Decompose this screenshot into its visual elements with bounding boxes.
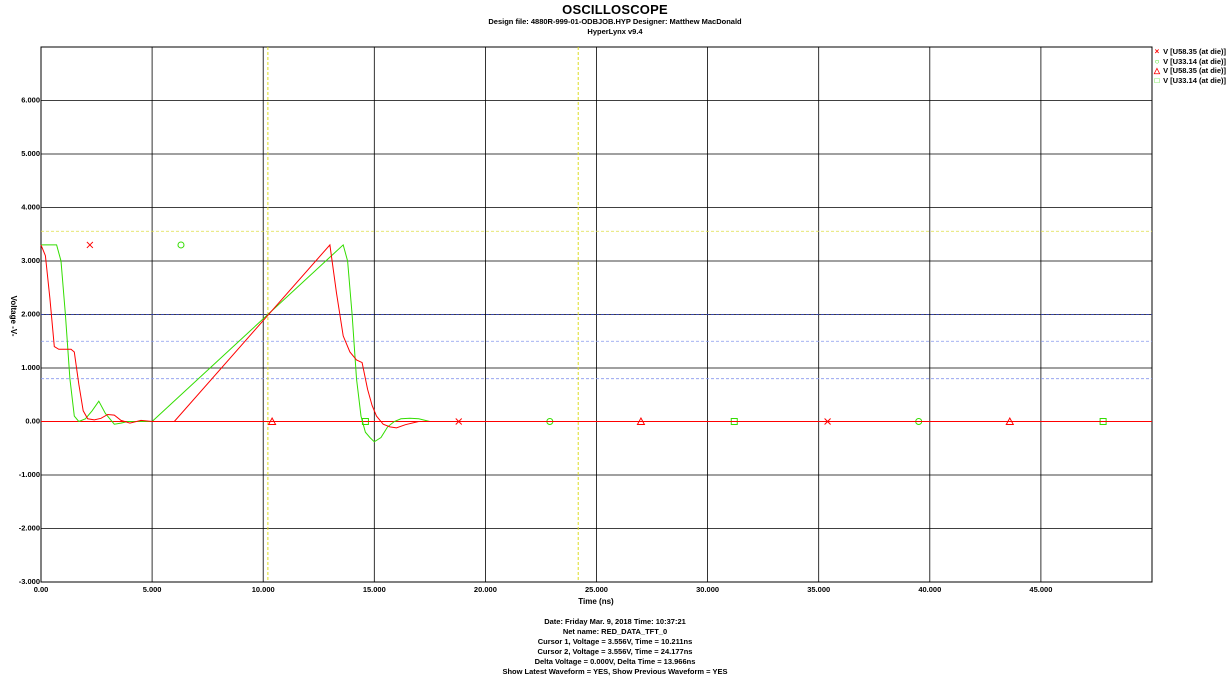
y-tick-label: 4.000 xyxy=(21,203,40,212)
x-marker-icon: × xyxy=(1154,47,1160,56)
x-tick-label: 10.000 xyxy=(252,585,275,594)
x-marker xyxy=(824,418,831,425)
x-tick-label: 45.000 xyxy=(1029,585,1052,594)
x-tick-label: 25.000 xyxy=(585,585,608,594)
y-tick-label: 5.000 xyxy=(21,149,40,158)
x-tick-label: 0.00 xyxy=(34,585,49,594)
legend: × V [U58.35 (at die)] ○ V [U33.14 (at di… xyxy=(1153,47,1226,85)
chart-title: OSCILLOSCOPE xyxy=(562,2,668,17)
footer-delta: Delta Voltage = 0.000V, Delta Time = 13.… xyxy=(534,657,696,666)
legend-item: △ V [U58.35 (at die)] xyxy=(1153,66,1226,76)
y-tick-label: -3.000 xyxy=(19,577,40,586)
x-tick-label: 5.000 xyxy=(143,585,162,594)
circle-marker-icon: ○ xyxy=(1154,56,1160,66)
footer-cursor-1: Cursor 1, Voltage = 3.556V, Time = 10.21… xyxy=(537,637,693,646)
y-tick-label: 0.00 xyxy=(25,417,40,426)
legend-label: V [U33.14 (at die)] xyxy=(1163,75,1227,85)
x-tick-label: 40.000 xyxy=(918,585,941,594)
legend-item: × V [U58.35 (at die)] xyxy=(1153,47,1226,57)
series-group xyxy=(40,241,1152,429)
software-version: HyperLynx v9.4 xyxy=(587,27,643,36)
x-marker xyxy=(455,418,463,425)
footer-cursor-2: Cursor 2, Voltage = 3.556V, Time = 24.17… xyxy=(537,647,693,656)
x-tick-label: 15.000 xyxy=(363,585,386,594)
x-axis-label: Time (ns) xyxy=(578,597,614,606)
y-tick-label: 6.000 xyxy=(21,96,40,105)
legend-label: V [U58.35 (at die)] xyxy=(1163,66,1227,75)
x-tick-label: 30.000 xyxy=(696,585,719,594)
footer-waveform-flags: Show Latest Waveform = YES, Show Previou… xyxy=(502,667,728,676)
footer-net-name: Net name: RED_DATA_TFT_0 xyxy=(562,627,668,636)
y-tick-label: -2.000 xyxy=(19,524,40,533)
series-line xyxy=(40,243,1152,429)
x-marker xyxy=(86,241,94,249)
reference-lines xyxy=(41,230,1152,380)
circle-marker xyxy=(177,241,185,249)
tick-labels: 0.00 5.000 10.000 15.000 20.000 25.000 30.000 3… xyxy=(19,96,1053,595)
legend-item: □ V [U33.14 (at die)] xyxy=(1153,76,1226,86)
legend-label: V [U33.14 (at die)] xyxy=(1163,56,1227,66)
x-tick-label: 20.000 xyxy=(474,585,497,594)
design-info: Design file: 4880R-999-01-ODBJOB.HYP Des… xyxy=(488,17,742,26)
series-line xyxy=(41,243,1152,443)
legend-label: V [U58.35 (at die)] xyxy=(1163,47,1227,56)
y-tick-label: 1.000 xyxy=(21,363,40,372)
footer-date: Date: Friday Mar. 9, 2018 Time: 10:37:21 xyxy=(544,617,686,626)
y-tick-label: -1.000 xyxy=(19,470,40,479)
triangle-marker xyxy=(267,416,277,425)
square-marker-icon: □ xyxy=(1154,75,1160,85)
y-axis-label: Voltage -V- xyxy=(9,296,18,337)
legend-item: ○ V [U33.14 (at die)] xyxy=(1153,57,1226,67)
triangle-marker-icon: △ xyxy=(1153,66,1161,75)
waveform-series xyxy=(40,241,1152,443)
y-tick-label: 2.000 xyxy=(21,310,40,319)
y-tick-label: 3.000 xyxy=(21,256,40,265)
x-tick-label: 35.000 xyxy=(807,585,830,594)
